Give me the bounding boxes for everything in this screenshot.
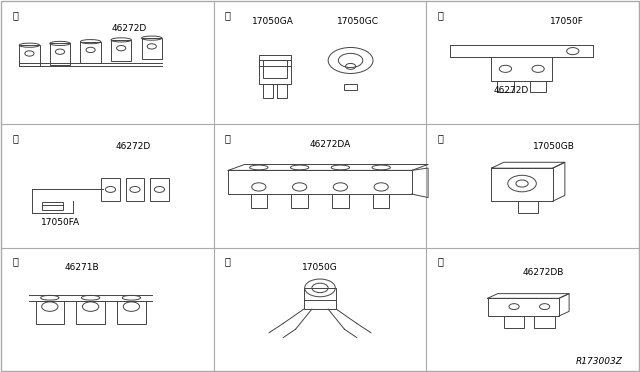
Bar <box>150 178 168 201</box>
Bar <box>530 81 547 93</box>
Bar <box>117 301 146 324</box>
Text: 46272DB: 46272DB <box>522 267 564 277</box>
Text: ⓔ: ⓔ <box>225 134 231 144</box>
Text: 17050GC: 17050GC <box>337 17 380 26</box>
Bar <box>42 202 63 209</box>
Bar <box>492 168 552 201</box>
Text: R173003Z: R173003Z <box>576 357 623 366</box>
Bar <box>504 316 524 328</box>
Text: 17050G: 17050G <box>302 263 338 272</box>
Text: ⓒ: ⓒ <box>437 10 443 20</box>
Text: ⓑ: ⓑ <box>225 10 231 20</box>
Bar <box>497 81 514 93</box>
Text: ⓕ: ⓕ <box>437 134 443 144</box>
Bar <box>251 194 267 208</box>
Text: ⓘ: ⓘ <box>437 257 443 267</box>
Bar <box>19 45 40 67</box>
Bar <box>492 57 552 81</box>
Bar <box>373 194 389 208</box>
Bar <box>228 170 412 194</box>
Text: ⓖ: ⓖ <box>12 257 19 267</box>
Bar <box>534 316 555 328</box>
Text: 46271B: 46271B <box>65 263 99 272</box>
Text: 17050GA: 17050GA <box>252 17 294 26</box>
Bar <box>518 201 538 213</box>
Bar <box>36 301 64 324</box>
Bar <box>488 298 559 316</box>
Text: 17050GB: 17050GB <box>532 142 575 151</box>
Bar <box>291 194 308 208</box>
Text: ⓐ: ⓐ <box>12 10 19 20</box>
Bar <box>332 194 349 208</box>
Bar <box>81 42 100 63</box>
Bar <box>263 61 287 78</box>
Bar <box>76 301 105 324</box>
Text: 17050FA: 17050FA <box>42 218 81 227</box>
Bar <box>141 38 162 60</box>
Text: 46272DA: 46272DA <box>310 140 351 149</box>
Bar <box>304 288 336 309</box>
Bar <box>344 84 356 90</box>
Bar <box>126 178 144 201</box>
Bar <box>277 84 287 98</box>
Text: 46272D: 46272D <box>111 24 147 33</box>
Text: 17050F: 17050F <box>550 17 583 26</box>
Bar <box>101 178 120 201</box>
Text: ⓗ: ⓗ <box>225 257 231 267</box>
Text: 46272D: 46272D <box>115 142 150 151</box>
Text: 46272D: 46272D <box>493 86 529 94</box>
Bar <box>263 84 273 98</box>
Bar <box>259 55 291 84</box>
Text: ⓓ: ⓓ <box>12 134 19 144</box>
Bar <box>50 44 70 65</box>
Bar <box>111 40 131 61</box>
